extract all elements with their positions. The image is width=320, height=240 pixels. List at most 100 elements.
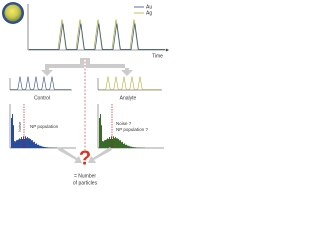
hist-bar — [127, 145, 128, 148]
hist-bar — [126, 144, 127, 148]
hist-bar — [121, 142, 122, 148]
hist-bar — [104, 140, 105, 148]
signal-trace — [29, 19, 165, 50]
hist-bar — [112, 138, 113, 148]
hist-bar — [129, 146, 130, 148]
hist-label: Noise ? — [116, 121, 132, 126]
hist-bar — [44, 147, 45, 148]
arrow — [88, 147, 112, 163]
hist-bar — [130, 146, 131, 148]
hist-bar — [101, 125, 102, 148]
hist-bar — [14, 141, 15, 148]
hist-bar — [12, 114, 13, 148]
hist-bar — [23, 136, 24, 148]
hist-bar — [114, 138, 115, 148]
hist-bar — [43, 146, 44, 148]
legend-label: Au — [146, 4, 152, 10]
hist-bar — [36, 143, 37, 148]
hist-bar — [30, 139, 31, 148]
hist-bar — [132, 147, 133, 148]
hist-bar — [103, 141, 104, 148]
hist-bar — [46, 147, 47, 148]
hist-label: NP population ? — [116, 127, 148, 132]
hist-bar — [117, 138, 118, 148]
hist-bar — [111, 136, 112, 148]
hist-bar — [106, 139, 107, 148]
trace — [10, 76, 71, 90]
hist-bar — [134, 147, 135, 148]
diagram: Au Ag Time Control Analyte Noise NP popu… — [2, 2, 169, 186]
panel-title: Control — [34, 95, 50, 101]
hist-bar — [109, 137, 110, 148]
result-text: of particles — [73, 180, 98, 186]
hist-bar — [35, 143, 36, 148]
hist-bar — [11, 118, 12, 148]
hist-bar — [41, 146, 42, 148]
hist-bar — [31, 140, 32, 148]
hist-bar — [33, 142, 34, 148]
signal-trace — [10, 76, 161, 90]
hist-bar — [120, 140, 121, 148]
hist-bar — [100, 114, 101, 148]
hist-label: Noise — [17, 121, 22, 132]
hist-bar — [133, 147, 134, 148]
hist-bar — [135, 147, 136, 148]
hist-bar — [128, 145, 129, 148]
hist-bar — [27, 137, 28, 148]
arrow — [41, 58, 84, 76]
hist-bar — [49, 147, 50, 148]
hist-bar — [116, 138, 117, 148]
question-mark: ? — [79, 147, 91, 169]
arrow — [58, 147, 82, 163]
hist-bar — [20, 139, 21, 148]
hist-bar — [107, 138, 108, 148]
hist-bar — [22, 138, 23, 148]
hist-bar — [124, 143, 125, 148]
hist-bar — [32, 140, 33, 148]
hist-bar — [42, 146, 43, 148]
axis-arrow — [166, 48, 169, 52]
hist-bar — [39, 145, 40, 148]
hist-bar — [118, 139, 119, 148]
x-axis-label: Time — [152, 53, 163, 59]
hist-bar — [26, 138, 27, 148]
hist-bar — [34, 141, 35, 148]
hist-bar — [99, 118, 100, 148]
legend-label: Ag — [146, 10, 152, 16]
hist-bar — [25, 136, 26, 148]
histogram — [11, 114, 145, 148]
hist-bar — [13, 125, 14, 148]
hist-bar — [110, 138, 111, 148]
hist-bar — [40, 145, 41, 148]
hist-bar — [131, 146, 132, 148]
hist-bar — [125, 144, 126, 148]
hist-bar — [15, 141, 16, 148]
hist-label: NP population — [30, 124, 59, 129]
hist-bar — [37, 144, 38, 148]
hist-bar — [38, 144, 39, 148]
hist-bar — [21, 137, 22, 148]
hist-bar — [47, 147, 48, 148]
trace — [29, 22, 165, 50]
hist-bar — [122, 141, 123, 148]
np-core — [4, 4, 22, 22]
hist-bar — [17, 139, 18, 148]
page: {"legend": {"items": ["Au", "Ag"]}, "top… — [0, 0, 170, 189]
hist-bar — [45, 147, 46, 148]
hist-bar — [18, 139, 19, 148]
hist-bar — [29, 138, 30, 148]
hist-bar — [115, 137, 116, 148]
arrow — [86, 58, 133, 76]
result-text: = Number — [74, 173, 96, 179]
hist-bar — [16, 140, 17, 148]
hist-bar — [137, 147, 138, 148]
panel-title: Analyte — [120, 95, 137, 101]
hist-bar — [108, 139, 109, 148]
hist-bar — [19, 138, 20, 148]
hist-bar — [102, 141, 103, 148]
trace — [98, 76, 161, 90]
hist-bar — [113, 136, 114, 148]
hist-bar — [123, 143, 124, 148]
hist-bar — [24, 138, 25, 148]
hist-bar — [119, 140, 120, 148]
